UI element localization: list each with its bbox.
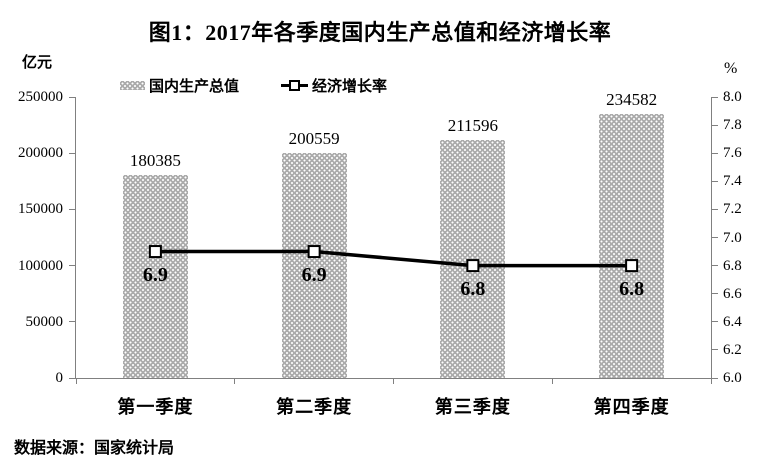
left-axis-tick-label: 50000 — [25, 313, 64, 330]
right-axis-tick — [711, 265, 718, 267]
right-axis-tick — [711, 349, 718, 351]
x-axis-tick — [551, 378, 553, 384]
gdp-bar-value-label: 211596 — [447, 116, 499, 136]
left-axis-tick — [69, 208, 76, 210]
gdp-bar-swatch-icon — [120, 81, 145, 90]
growth-rate-value-label: 6.8 — [460, 277, 486, 300]
x-axis-category-label: 第一季度 — [117, 397, 194, 417]
right-axis-tick-label: 6.6 — [723, 285, 742, 302]
right-axis-unit-label: % — [724, 60, 738, 77]
right-axis-tick-label: 6.2 — [723, 341, 742, 358]
right-axis-tick — [711, 152, 718, 154]
line-glyph-marker — [289, 80, 301, 91]
x-axis-tick — [393, 378, 394, 384]
growth-rate-marker — [307, 245, 321, 259]
growth-rate-value-label: 6.9 — [142, 263, 168, 286]
gdp-bar — [599, 114, 665, 378]
gdp-bar-value-label: 180385 — [129, 151, 181, 171]
gdp-bar-value-label: 200559 — [288, 128, 340, 148]
right-axis-tick-label: 6.8 — [723, 257, 742, 274]
right-axis-tick-label: 7.2 — [723, 201, 742, 218]
left-axis-tick — [69, 265, 76, 267]
right-axis-tick — [711, 293, 718, 295]
left-axis-tick — [69, 152, 76, 154]
x-axis-category-label: 第四季度 — [593, 397, 670, 417]
gdp-bar — [281, 152, 347, 378]
left-axis-tick-label: 150000 — [18, 201, 63, 218]
x-axis-tick — [234, 378, 236, 384]
x-axis-tick — [710, 378, 712, 384]
right-axis-tick-label: 7.8 — [723, 117, 742, 134]
right-axis-tick — [711, 377, 718, 379]
right-axis-tick-label: 8.0 — [723, 89, 742, 105]
growth-line-marker-icon — [281, 79, 309, 92]
growth-rate-value-label: 6.8 — [619, 277, 645, 300]
left-axis-tick — [69, 96, 76, 98]
right-axis-tick — [711, 180, 718, 182]
left-axis-tick-label: 200000 — [18, 145, 63, 162]
right-axis-tick — [711, 321, 718, 323]
x-axis-category-label: 第二季度 — [276, 397, 353, 417]
legend-item-gdp: 国内生产总值 — [120, 75, 239, 96]
right-axis-tick-label: 6.0 — [723, 370, 742, 386]
left-axis-tick-label: 250000 — [18, 89, 63, 105]
growth-rate-marker — [466, 259, 480, 273]
x-axis-tick — [75, 378, 77, 384]
left-axis-unit-label: 亿元 — [22, 54, 53, 71]
legend-item-growth: 经济增长率 — [281, 75, 387, 96]
chart-title: 图1：2017年各季度国内生产总值和经济增长率 — [148, 20, 612, 45]
legend: 国内生产总值 经济增长率 — [120, 75, 387, 96]
legend-label-growth: 经济增长率 — [312, 78, 388, 95]
growth-rate-marker — [148, 245, 162, 259]
right-axis-tick — [711, 208, 718, 210]
left-axis-tick — [69, 321, 76, 323]
growth-rate-line — [148, 245, 639, 273]
right-axis-tick-label: 7.6 — [723, 145, 742, 162]
x-axis-category-label: 第三季度 — [434, 397, 511, 417]
right-axis-tick — [711, 96, 718, 98]
left-axis-tick — [69, 377, 76, 379]
gdp-bar — [122, 175, 188, 378]
left-axis-tick-label: 100000 — [18, 257, 63, 274]
growth-rate-marker — [625, 259, 639, 273]
right-axis-tick-label: 6.4 — [723, 313, 742, 330]
gdp-bar — [440, 140, 506, 378]
right-axis-tick-label: 7.0 — [723, 229, 742, 246]
left-axis-tick-label: 0 — [55, 370, 64, 386]
gdp-bar-value-label: 234582 — [606, 90, 658, 110]
right-axis-tick-label: 7.4 — [723, 173, 742, 190]
data-source: 数据来源：国家统计局 — [14, 440, 175, 457]
growth-rate-value-label: 6.9 — [301, 263, 327, 286]
plot-area: 0 50000 100000 150000 200000 250000 6.0 6.2 6.4 6… — [18, 89, 742, 417]
right-axis-tick — [711, 124, 718, 126]
legend-label-gdp: 国内生产总值 — [149, 78, 240, 95]
right-axis-tick — [711, 237, 718, 238]
